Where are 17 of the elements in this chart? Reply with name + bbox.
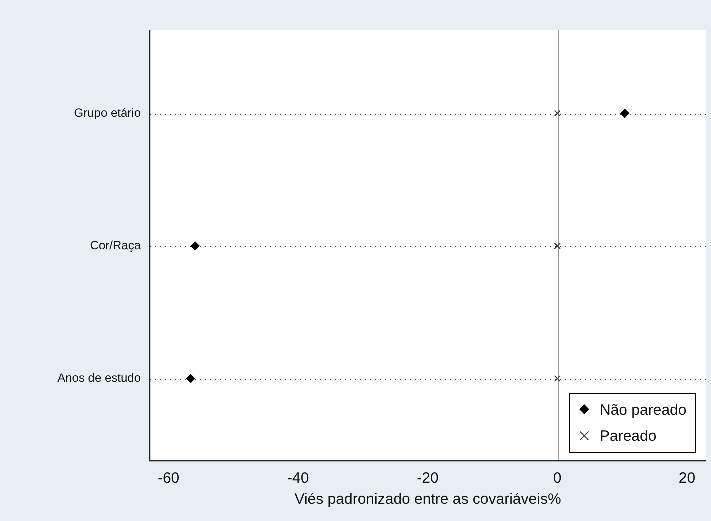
x-tick-label: 0 [553, 470, 562, 488]
x-tick-label: 20 [678, 470, 696, 488]
x-tick-label: -40 [288, 470, 310, 488]
point [554, 375, 561, 382]
x-tick-label: -20 [417, 470, 439, 488]
y-tick-label: Anos de estudo [58, 371, 142, 386]
x-tick-label: -60 [158, 470, 180, 488]
point [554, 242, 561, 250]
point [186, 374, 196, 384]
y-tick-label: Grupo etário [74, 106, 142, 120]
legend-label: Não pareado [600, 402, 687, 418]
x-axis-title: Viés padronizado entre as covariáveis% [294, 491, 562, 508]
point [620, 109, 630, 118]
point [554, 110, 561, 117]
point [190, 242, 200, 251]
legend-label: Pareado [600, 428, 657, 444]
y-tick-label: Cor/Raça [90, 238, 142, 252]
